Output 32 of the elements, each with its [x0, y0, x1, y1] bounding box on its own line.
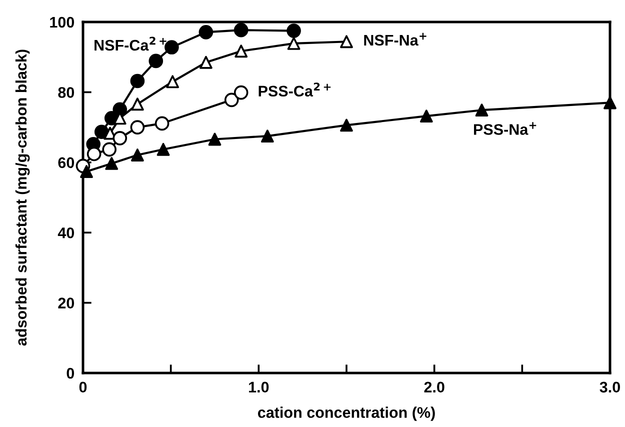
x-tick-label: 2.0 — [424, 382, 444, 393]
point — [130, 98, 144, 111]
point — [340, 35, 353, 48]
y-axis-title: adsorbed surfactant (mg/g-carbon black) — [15, 50, 30, 346]
y-tick-label: 40 — [58, 227, 74, 238]
series-label: PSS-Na$^{+}$ — [474, 122, 536, 135]
point — [200, 56, 212, 69]
y-tick-label: 100 — [50, 16, 74, 28]
point — [340, 118, 353, 132]
point — [156, 142, 170, 156]
series-label: NSF-Na$^{+}$ — [364, 32, 426, 46]
series-label: PSS-Ca$^{2+}$ — [258, 82, 331, 97]
y-tick-label: 80 — [58, 87, 74, 98]
y-tick-label: 0 — [66, 368, 74, 379]
point — [604, 96, 616, 110]
point — [80, 165, 93, 178]
series-label: NSF-Ca$^{2+}$ — [94, 36, 166, 51]
point — [420, 110, 433, 123]
point — [208, 132, 222, 146]
x-tick-label: 0 — [79, 382, 87, 393]
y-tick-label: 20 — [58, 298, 74, 308]
point — [260, 130, 274, 143]
x-axis-title: cation concentration (%) — [258, 406, 435, 421]
x-tick-label: 1.0 — [249, 382, 269, 393]
point — [166, 75, 180, 88]
point — [475, 104, 488, 117]
point — [130, 148, 144, 162]
point — [287, 36, 300, 50]
point — [234, 44, 248, 58]
point — [105, 156, 118, 170]
x-tick-label: 3.0 — [600, 382, 620, 393]
y-tick-label: 60 — [58, 157, 74, 168]
